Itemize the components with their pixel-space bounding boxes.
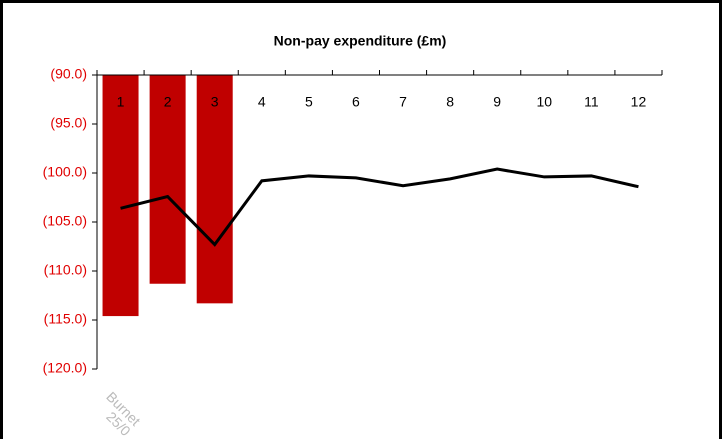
x-tick-label: 12 [631, 94, 647, 110]
x-tick-label: 2 [164, 94, 172, 110]
x-tick-label: 10 [537, 94, 553, 110]
y-tick-label: (120.0) [43, 360, 87, 376]
y-tick-label: (100.0) [43, 164, 87, 180]
x-tick-label: 5 [305, 94, 313, 110]
x-tick-label: 3 [211, 94, 219, 110]
y-tick-label: (105.0) [43, 213, 87, 229]
y-tick-label: (95.0) [50, 115, 87, 131]
x-tick-label: 11 [584, 94, 599, 110]
bar [196, 75, 233, 304]
x-tick-label: 1 [117, 94, 125, 110]
y-tick-label: (90.0) [50, 66, 87, 82]
x-tick-label: 9 [493, 94, 501, 110]
line-series [120, 167, 639, 247]
x-tick-label: 4 [258, 94, 266, 110]
x-tick-label: 8 [446, 94, 454, 110]
bar [102, 75, 139, 317]
x-tick-label: 6 [352, 94, 360, 110]
y-tick-label: (110.0) [44, 262, 87, 278]
x-tick-label: 7 [399, 94, 407, 110]
chart-title: Non-pay expenditure (£m) [274, 33, 447, 49]
y-tick-label: (115.0) [44, 311, 87, 327]
bar [149, 75, 186, 284]
